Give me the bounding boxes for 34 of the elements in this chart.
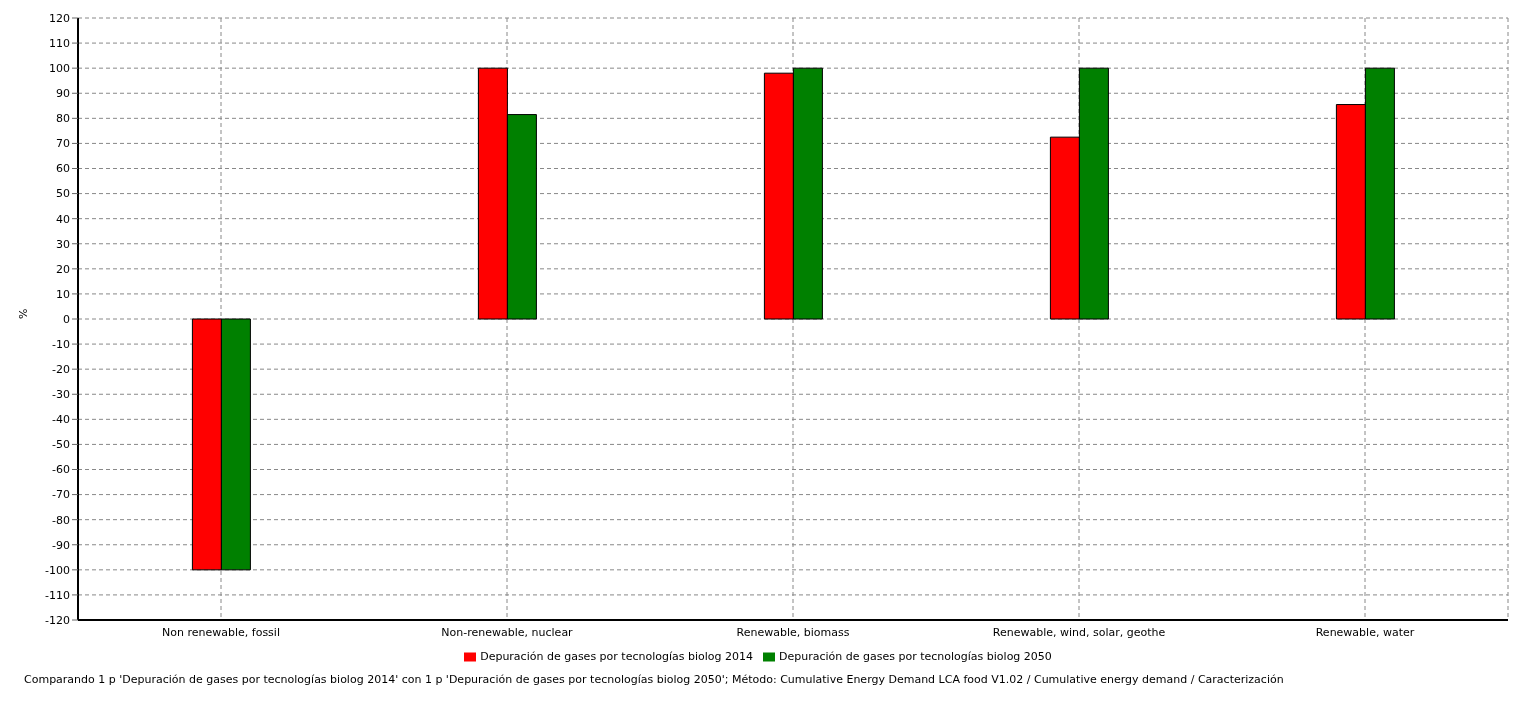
y-tick-label: 80	[56, 112, 70, 126]
y-tick-label: 30	[56, 237, 70, 251]
y-tick-label: -70	[52, 488, 70, 502]
text: Comparando 1 p 'Depuración de gases por tecnologías biolog 2014' con 1 p 'Depuración de gases por tecnologías biolog 2050'; Método: Cumulative Energy Demand LCA food V1.02 / Cumulative energy demand / Caracterización	[23, 673, 1285, 686]
y-tick-label: -110	[45, 588, 70, 602]
y-tick-label: 120	[49, 11, 70, 25]
y-tick-label: 100	[49, 62, 70, 76]
y-tick-label: 40	[56, 212, 70, 226]
y-tick-label: -120	[45, 613, 70, 627]
y-tick-label: 0	[63, 312, 70, 326]
y-tick-label: 60	[56, 162, 70, 176]
x-tick-label: Non-renewable, nuclear	[441, 625, 574, 639]
x-tick-label: Renewable, wind, solar, geothe	[992, 625, 1166, 639]
y-tick-label: 50	[56, 187, 70, 201]
y-tick-label: 90	[56, 87, 70, 101]
y-tick-label: -10	[52, 337, 70, 351]
y-tick-label: 10	[56, 287, 70, 301]
y-tick-label: -30	[52, 388, 70, 402]
y-tick-label: 70	[56, 137, 70, 151]
y-tick-label: 110	[49, 36, 70, 50]
x-tick-label: Renewable, biomass	[736, 625, 850, 639]
x-tick-label: Renewable, water	[1315, 625, 1415, 639]
y-tick-label: 20	[56, 262, 70, 276]
y-axis-title: %	[16, 308, 30, 319]
y-tick-label: -20	[52, 363, 70, 377]
y-tick-label: -50	[52, 438, 70, 452]
x-tick-label: Non renewable, fossil	[162, 625, 280, 639]
y-tick-label: -90	[52, 538, 70, 552]
y-tick-label: -40	[52, 413, 70, 427]
legend-label: Depuración de gases por tecnologías biolog 2050	[779, 650, 1052, 663]
y-tick-label: -80	[52, 513, 70, 527]
legend-label: Depuración de gases por tecnologías biolog 2014	[480, 650, 753, 663]
y-tick-label: -60	[52, 463, 70, 477]
y-tick-label: -100	[45, 563, 70, 577]
